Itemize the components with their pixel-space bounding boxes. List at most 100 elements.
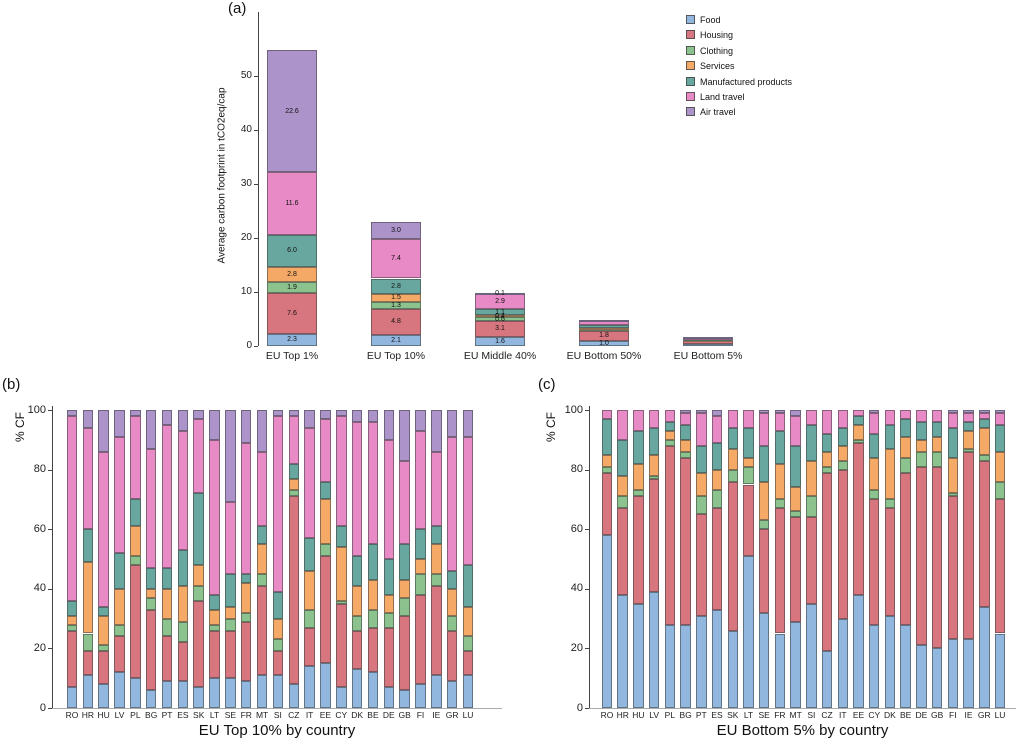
bar-segment-clothing bbox=[336, 600, 347, 604]
bar-segment-services bbox=[758, 481, 770, 521]
category-label: IT bbox=[839, 710, 847, 720]
bar-segment-land-travel bbox=[462, 436, 474, 565]
legend-item: Housing bbox=[686, 30, 846, 42]
y-tick bbox=[585, 410, 589, 411]
category-label: HR bbox=[81, 710, 94, 720]
bar-segment-clothing bbox=[931, 451, 943, 467]
bar-segment-food bbox=[371, 334, 421, 346]
y-tick-label: 60 bbox=[570, 522, 583, 535]
bar-segment-land-travel bbox=[66, 415, 78, 601]
bar-segment-clothing bbox=[711, 490, 723, 509]
category-label: CZ bbox=[288, 710, 300, 720]
bar-segment-clothing bbox=[256, 573, 268, 586]
bar-segment-manufactured-products bbox=[884, 424, 896, 449]
legend-swatch-icon bbox=[686, 92, 695, 101]
bar-segment-clothing bbox=[617, 496, 628, 509]
bar-segment-housing bbox=[272, 651, 284, 676]
bar-segment-services bbox=[601, 454, 613, 467]
bar-segment-housing bbox=[304, 627, 315, 667]
bar-segment-services bbox=[963, 430, 974, 449]
bar-segment-housing bbox=[66, 630, 78, 688]
bar-segment-manufactured-products bbox=[98, 606, 109, 616]
bar-segment-manufactured-products bbox=[371, 278, 421, 294]
bar-segment-services bbox=[399, 579, 410, 598]
bar-segment-clothing bbox=[743, 466, 754, 485]
bar-segment-services bbox=[994, 451, 1006, 482]
bar-segment-land-travel bbox=[837, 410, 849, 428]
bar-segment-housing bbox=[727, 481, 738, 631]
bar-segment-air-travel bbox=[130, 410, 141, 416]
bar-segment-manufactured-products bbox=[868, 433, 880, 458]
bar-segment-services bbox=[633, 463, 644, 491]
bar-value-label: 1.8 bbox=[599, 332, 609, 340]
bar-segment-manufactured-products bbox=[209, 594, 220, 610]
y-axis bbox=[258, 12, 259, 346]
bar-segment-clothing bbox=[130, 556, 141, 565]
bar-segment-housing bbox=[664, 445, 676, 625]
bar-segment-food bbox=[853, 594, 864, 708]
bar-segment-manufactured-products bbox=[272, 591, 284, 619]
bar-segment-clothing bbox=[916, 451, 927, 467]
y-tick-label: 100 bbox=[27, 403, 46, 416]
bar-segment-land-travel bbox=[446, 436, 458, 571]
category-label: IE bbox=[432, 710, 441, 720]
bar-segment-food bbox=[431, 675, 442, 708]
bar-segment-clothing bbox=[821, 466, 833, 473]
bar-segment-manufactured-products bbox=[82, 529, 94, 562]
bar-segment-air-travel bbox=[994, 410, 1006, 413]
bar-segment-land-travel bbox=[161, 424, 173, 568]
bar-segment-clothing bbox=[579, 329, 629, 332]
bar-segment-services bbox=[82, 561, 94, 634]
bar-segment-food bbox=[947, 639, 959, 708]
y-tick-label: 80 bbox=[33, 463, 46, 476]
bar-segment-air-travel bbox=[336, 410, 347, 416]
category-label: SI bbox=[273, 710, 282, 720]
bar-segment-food bbox=[696, 615, 707, 708]
bar-segment-clothing bbox=[601, 466, 613, 473]
bar-segment-air-travel bbox=[288, 410, 299, 416]
bar-segment-services bbox=[256, 544, 268, 574]
category-label: RO bbox=[600, 710, 614, 720]
category-label: SK bbox=[727, 710, 739, 720]
bar-segment-clothing bbox=[868, 490, 880, 500]
bar-segment-food bbox=[225, 678, 236, 708]
category-label: SE bbox=[758, 710, 770, 720]
category-label: HU bbox=[632, 710, 645, 720]
bar-segment-food bbox=[288, 684, 299, 708]
y-tick bbox=[48, 648, 52, 650]
category-label: BE bbox=[367, 710, 379, 720]
bar-segment-services bbox=[711, 469, 723, 491]
bar-segment-housing bbox=[853, 442, 864, 595]
x-axis bbox=[52, 708, 502, 709]
bar-segment-land-travel bbox=[680, 412, 691, 425]
y-tick-label: 0 bbox=[246, 340, 252, 351]
bar-segment-clothing bbox=[790, 511, 801, 518]
bar-segment-land-travel bbox=[696, 412, 707, 446]
bar-segment-land-travel bbox=[399, 460, 410, 545]
bar-segment-food bbox=[633, 603, 644, 708]
bar-value-label: 1.1 bbox=[495, 308, 505, 316]
bar-segment-services bbox=[288, 478, 299, 491]
bar-segment-food bbox=[145, 690, 157, 708]
y-tick-label: 30 bbox=[240, 178, 252, 189]
bar-segment-land-travel bbox=[145, 448, 157, 568]
bar-segment-air-travel bbox=[758, 410, 770, 413]
category-label: BG bbox=[679, 710, 692, 720]
category-label: FI bbox=[416, 710, 425, 720]
bar-segment-manufactured-products bbox=[743, 427, 754, 458]
bar-segment-manufactured-products bbox=[383, 559, 395, 595]
bar-segment-manufactured-products bbox=[979, 418, 990, 428]
bar-segment-clothing bbox=[114, 624, 125, 637]
bar-segment-air-travel bbox=[367, 410, 379, 422]
y-tick bbox=[254, 130, 258, 131]
bar-segment-housing bbox=[399, 615, 410, 691]
bar-segment-services bbox=[267, 267, 317, 283]
bar-segment-clothing bbox=[696, 496, 707, 515]
bar-segment-manufactured-products bbox=[579, 324, 629, 328]
bar-segment-air-travel bbox=[399, 410, 410, 461]
category-label: HR bbox=[616, 710, 629, 720]
bar-segment-air-travel bbox=[947, 410, 959, 413]
bar-segment-services bbox=[837, 445, 849, 461]
bar-segment-air-travel bbox=[351, 410, 363, 422]
bar-segment-housing bbox=[114, 636, 125, 673]
